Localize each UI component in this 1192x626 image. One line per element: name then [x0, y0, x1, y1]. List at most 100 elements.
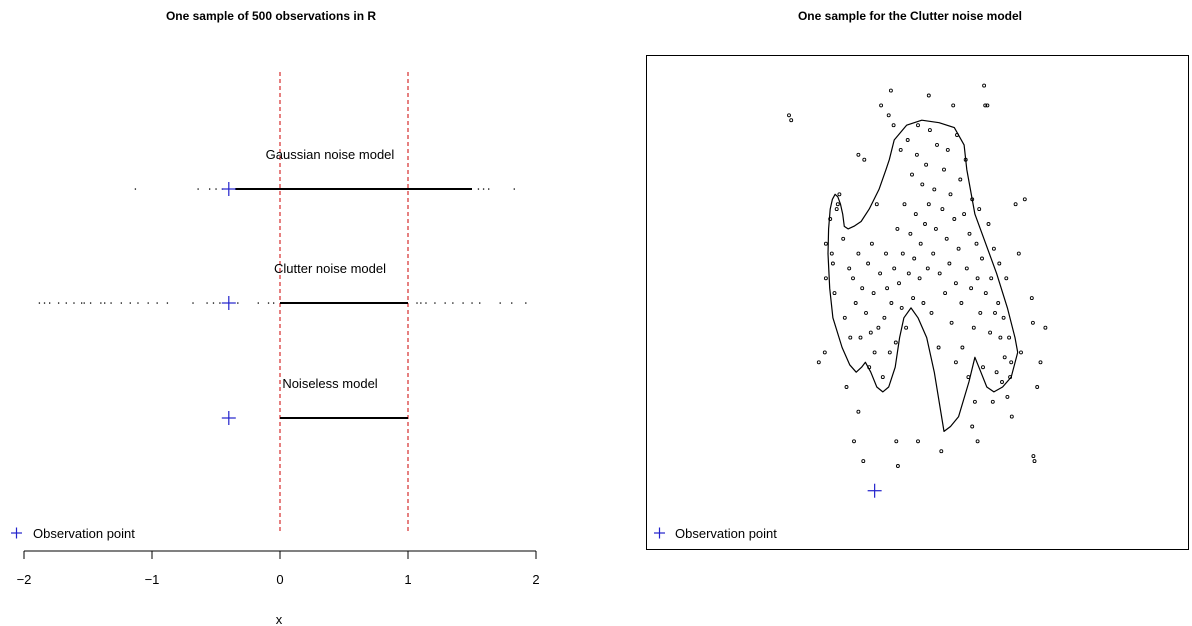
sample-point	[937, 271, 942, 276]
sample-point	[1022, 197, 1027, 202]
sample-point	[842, 315, 847, 320]
left-panel-title: One sample of 500 observations in R	[166, 9, 376, 23]
sample-point	[1035, 385, 1040, 389]
sample-point	[914, 152, 919, 157]
sample-point	[993, 310, 997, 315]
sample-point	[891, 123, 896, 128]
sample-point	[933, 226, 938, 231]
sample-point	[960, 345, 965, 350]
sample-point	[897, 281, 901, 286]
sample-point	[905, 138, 910, 142]
sample-point	[1002, 355, 1007, 360]
legend: Observation point	[654, 526, 777, 541]
observation-point-mark	[38, 302, 41, 304]
sample-point	[967, 231, 972, 236]
sample-point	[884, 251, 888, 256]
sample-point	[816, 360, 821, 365]
observation-point-mark	[147, 302, 149, 304]
sample-point	[980, 256, 984, 261]
plus-icon	[221, 182, 236, 196]
sample-point	[888, 88, 893, 93]
sample-point	[972, 399, 977, 404]
sample-point	[1008, 375, 1013, 380]
observation-point-mark	[420, 302, 422, 304]
observation-point-mark	[209, 188, 211, 190]
sample-point	[822, 350, 827, 355]
sample-point	[991, 246, 996, 251]
sample-point	[1007, 335, 1012, 340]
observation-point-mark	[482, 188, 485, 190]
observation-point-mark	[273, 302, 275, 304]
sample-point	[848, 335, 853, 340]
dense-observations	[280, 302, 408, 304]
model-row: Gaussian noise model	[134, 147, 515, 196]
observation-point-mark	[257, 302, 259, 304]
sample-point	[951, 103, 956, 108]
sample-point	[1032, 459, 1037, 464]
sample-point	[886, 113, 891, 118]
sample-point	[943, 291, 948, 296]
sample-point	[926, 93, 931, 98]
sample-point	[998, 335, 1003, 340]
sample-point	[862, 157, 867, 162]
sample-point	[996, 301, 1001, 305]
sample-point	[830, 261, 835, 266]
sample-point	[856, 152, 861, 157]
sample-point	[988, 330, 993, 335]
sample-point	[858, 335, 863, 340]
sample-point	[953, 281, 958, 286]
observation-point-mark	[477, 188, 480, 190]
observation-point-mark	[89, 302, 92, 304]
observation-point-mark	[166, 302, 169, 304]
observation-point-mark	[57, 302, 60, 304]
sample-point	[1009, 414, 1014, 419]
sample-point	[823, 276, 828, 281]
sample-point	[864, 310, 868, 315]
observation-point-mark	[434, 302, 436, 304]
sample-point	[925, 266, 930, 271]
plus-icon	[221, 296, 236, 310]
legend: Observation point	[11, 526, 135, 541]
observation-point-mark	[452, 302, 454, 304]
sample-point	[983, 291, 988, 296]
right-panel-title: One sample for the Clutter noise model	[798, 9, 1022, 23]
sample-point	[895, 226, 900, 231]
x-tick-label: 2	[532, 572, 539, 587]
sample-point	[893, 340, 898, 345]
sample-point	[834, 207, 839, 212]
sample-point	[894, 439, 899, 444]
legend-label: Observation point	[675, 526, 777, 541]
x-axis-label: x	[276, 612, 283, 626]
sample-point	[921, 301, 926, 305]
sample-point	[966, 375, 971, 380]
sample-point	[900, 251, 905, 256]
sample-point	[789, 118, 794, 123]
observation-point-mark	[65, 302, 67, 304]
boundary-curve	[827, 119, 1019, 432]
sample-point	[837, 192, 842, 197]
observation-point-mark	[104, 302, 106, 304]
sample-point	[940, 207, 945, 212]
sample-point	[956, 246, 961, 251]
sample-point	[1001, 315, 1006, 320]
observation-point-mark	[267, 302, 270, 304]
sample-point	[981, 365, 985, 370]
observation-point-mark	[156, 302, 158, 304]
sample-point	[932, 187, 937, 192]
sample-point	[936, 345, 941, 350]
sample-point	[861, 459, 866, 464]
sample-point	[1009, 360, 1014, 365]
sample-point	[923, 222, 927, 226]
sample-point	[1031, 454, 1036, 459]
observation-point-mark	[100, 302, 102, 304]
sample-point	[939, 449, 944, 454]
sample-point	[971, 325, 976, 330]
sample-point	[949, 320, 954, 325]
sample-point	[867, 365, 872, 370]
sample-point	[904, 325, 909, 330]
sample-point	[927, 128, 932, 133]
sample-point	[908, 231, 913, 236]
sample-point	[835, 202, 840, 207]
